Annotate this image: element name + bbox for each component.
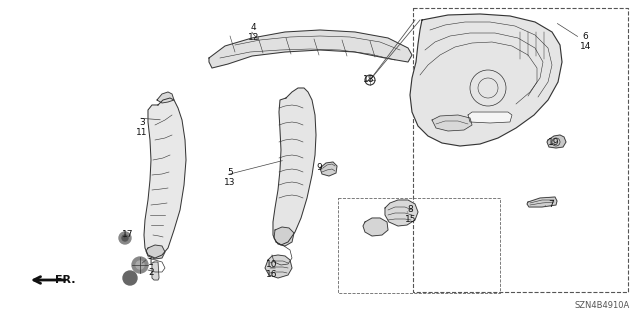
Polygon shape (385, 200, 418, 226)
Polygon shape (146, 245, 165, 259)
Text: 6
14: 6 14 (580, 32, 591, 51)
Polygon shape (527, 197, 557, 207)
Circle shape (132, 257, 148, 273)
Text: 8
15: 8 15 (405, 205, 417, 224)
Polygon shape (363, 218, 388, 236)
Text: 4
12: 4 12 (248, 23, 259, 42)
Polygon shape (274, 227, 294, 246)
Text: 9: 9 (316, 163, 322, 172)
Circle shape (119, 232, 131, 244)
Polygon shape (273, 88, 316, 245)
Polygon shape (265, 255, 292, 278)
Text: FR.: FR. (55, 275, 76, 285)
Text: 18: 18 (363, 75, 374, 84)
Text: 10
16: 10 16 (266, 260, 278, 279)
Polygon shape (432, 115, 472, 131)
Polygon shape (468, 112, 512, 123)
Polygon shape (410, 14, 562, 146)
Circle shape (123, 271, 137, 285)
Polygon shape (320, 162, 337, 176)
Polygon shape (144, 98, 186, 258)
Polygon shape (547, 135, 566, 148)
Text: 1
2: 1 2 (148, 258, 154, 277)
Polygon shape (209, 30, 412, 68)
Text: 17: 17 (122, 230, 134, 239)
Text: 7: 7 (548, 200, 554, 209)
Circle shape (136, 261, 144, 269)
Circle shape (122, 235, 128, 241)
Text: 3
11: 3 11 (136, 118, 147, 137)
Polygon shape (152, 262, 159, 280)
Text: SZN4B4910A: SZN4B4910A (575, 301, 630, 310)
Polygon shape (157, 92, 174, 103)
Text: 19: 19 (548, 138, 559, 147)
Text: 5
13: 5 13 (224, 168, 236, 187)
